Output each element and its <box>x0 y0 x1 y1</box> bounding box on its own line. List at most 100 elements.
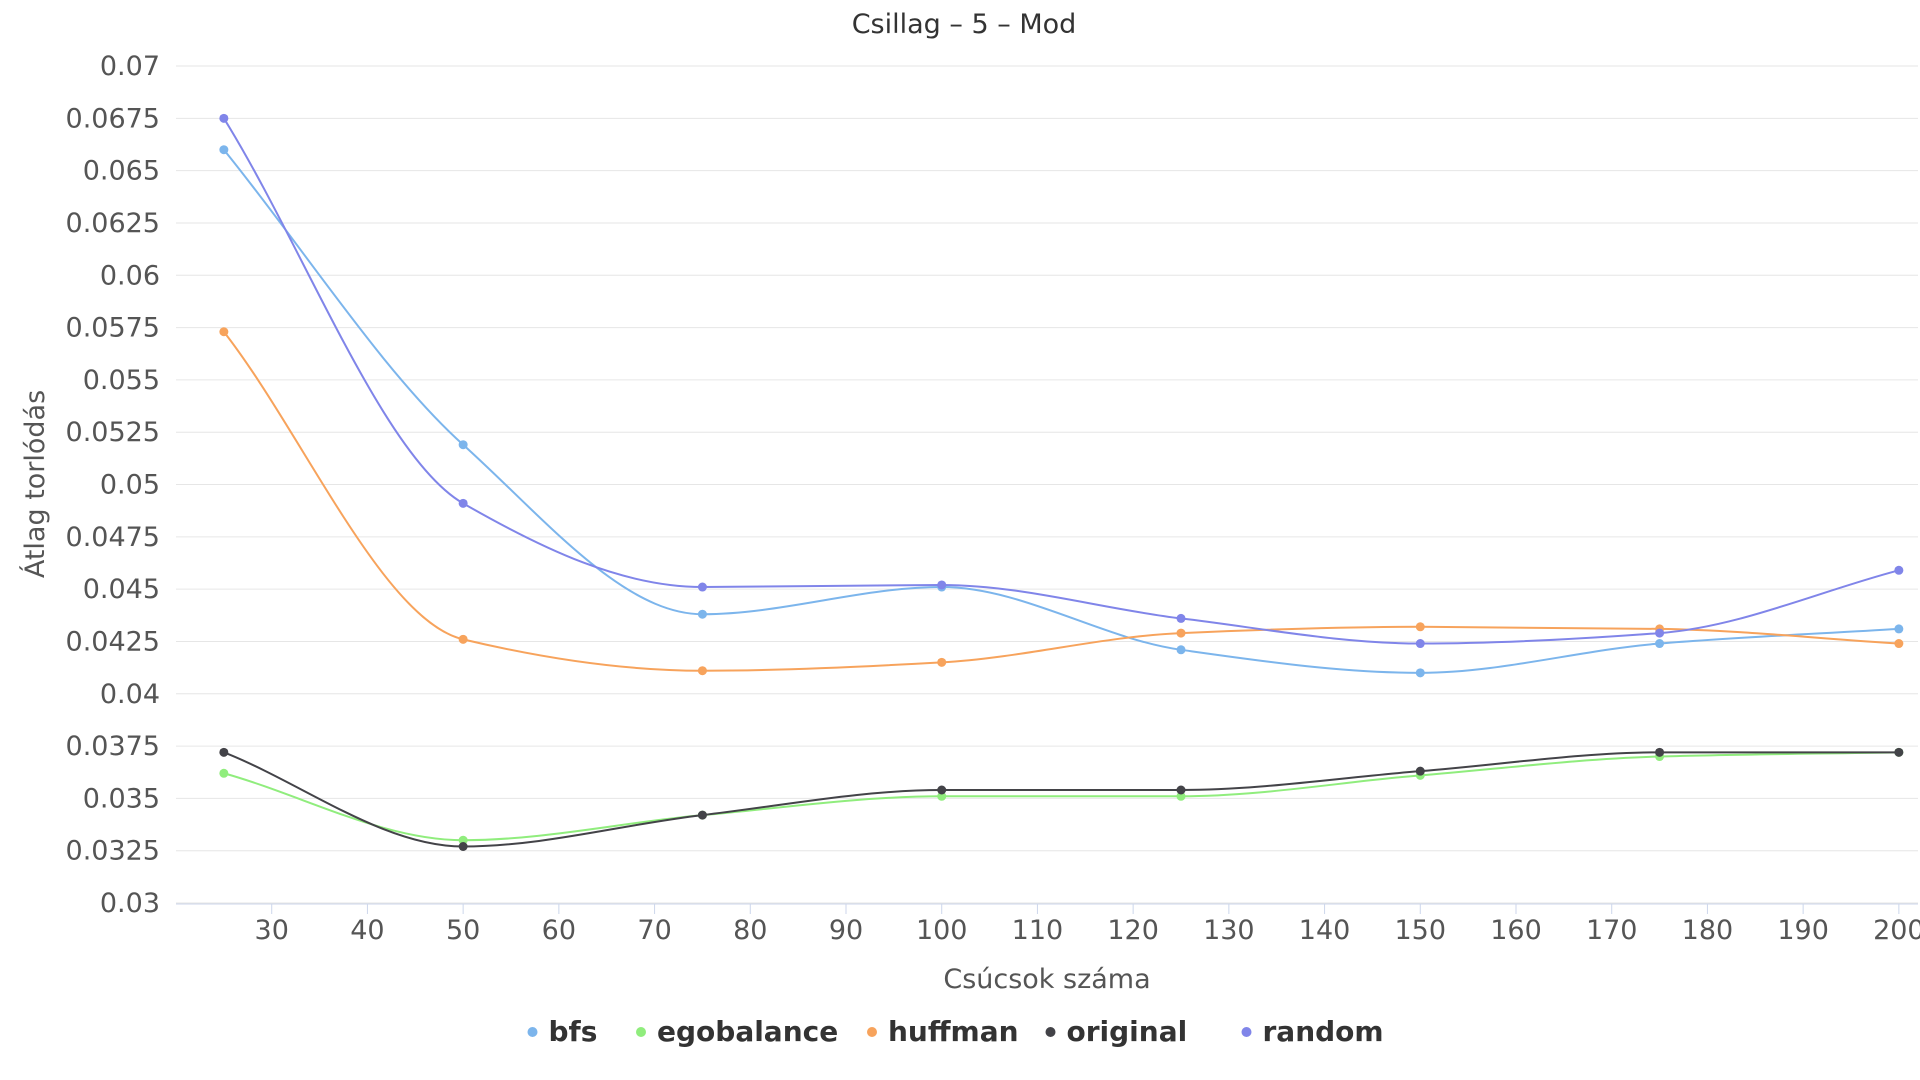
data-point-huffman[interactable] <box>697 666 707 676</box>
y-tick-label: 0.06 <box>100 260 160 291</box>
series-line-random[interactable] <box>222 117 1900 645</box>
x-tick-label: 100 <box>916 915 968 946</box>
data-point-egobalance[interactable] <box>219 768 229 778</box>
data-point-bfs[interactable] <box>1176 645 1186 655</box>
legend-item-random[interactable]: random <box>1241 1015 1384 1048</box>
x-tick-label: 130 <box>1203 915 1255 946</box>
x-tick-label: 160 <box>1490 915 1542 946</box>
series-line-egobalance[interactable] <box>222 751 1900 842</box>
y-tick-label: 0.035 <box>83 783 160 814</box>
x-tick-label: 90 <box>829 915 863 946</box>
series-line-huffman[interactable] <box>222 330 1900 672</box>
legend-label: bfs <box>549 1015 598 1048</box>
data-point-egobalance[interactable] <box>1176 791 1186 801</box>
data-point-huffman[interactable] <box>219 327 229 337</box>
data-point-original[interactable] <box>1415 766 1425 776</box>
x-tick-label: 170 <box>1586 915 1638 946</box>
series-egobalance[interactable] <box>219 747 1904 845</box>
x-tick-label: 110 <box>1012 915 1064 946</box>
x-tick-label: 50 <box>446 915 480 946</box>
series-original[interactable] <box>219 747 1904 852</box>
x-tick-label: 120 <box>1107 915 1159 946</box>
x-axis: 30 40 50 60 70 80 90 100 110 120 130 140 150 160 170 18… <box>176 903 1920 946</box>
series-line-bfs[interactable] <box>222 148 1900 674</box>
x-tick-label: 150 <box>1395 915 1447 946</box>
y-tick-label: 0.03 <box>100 888 160 919</box>
legend-label: huffman <box>888 1015 1019 1048</box>
y-tick-label: 0.0475 <box>66 522 160 553</box>
data-point-huffman[interactable] <box>937 657 947 667</box>
y-tick-label: 0.0375 <box>66 731 160 762</box>
x-tick-label: 60 <box>542 915 576 946</box>
series-line-original[interactable] <box>222 751 1900 848</box>
data-point-random[interactable] <box>1176 613 1186 623</box>
data-point-bfs[interactable] <box>1894 624 1904 634</box>
x-tick-label: 190 <box>1777 915 1829 946</box>
legend-marker <box>527 1027 538 1037</box>
y-tick-label: 0.0575 <box>66 313 160 344</box>
legend-item-huffman[interactable]: huffman <box>867 1015 1019 1048</box>
legend-item-bfs[interactable]: bfs <box>527 1015 598 1048</box>
data-point-bfs[interactable] <box>219 145 229 155</box>
y-axis-title: Átlag torlódás <box>19 390 51 578</box>
data-point-random[interactable] <box>937 580 947 590</box>
x-tick-label: 40 <box>350 915 384 946</box>
data-point-original[interactable] <box>1655 747 1665 757</box>
data-point-bfs[interactable] <box>697 609 707 619</box>
y-tick-label: 0.0325 <box>66 836 160 867</box>
data-point-bfs[interactable] <box>458 440 468 450</box>
data-point-huffman[interactable] <box>1894 639 1904 649</box>
data-point-egobalance[interactable] <box>937 791 947 801</box>
x-tick-label: 180 <box>1682 915 1734 946</box>
data-point-random[interactable] <box>1655 628 1665 638</box>
x-axis-title: Csúcsok száma <box>943 964 1150 995</box>
x-tick-label: 30 <box>255 915 289 946</box>
series-group <box>219 113 1904 852</box>
data-point-original[interactable] <box>458 842 468 852</box>
y-tick-label: 0.0625 <box>66 208 160 239</box>
y-tick-label: 0.05 <box>100 470 160 501</box>
legend-marker <box>636 1027 646 1037</box>
legend-label: original <box>1067 1015 1188 1048</box>
data-point-huffman[interactable] <box>1176 628 1186 638</box>
legend-label: egobalance <box>657 1015 838 1048</box>
data-point-original[interactable] <box>1176 785 1186 795</box>
legend-label: random <box>1263 1015 1384 1048</box>
legend-marker <box>1045 1027 1056 1037</box>
data-point-original[interactable] <box>937 785 947 795</box>
data-point-bfs[interactable] <box>1415 668 1425 678</box>
y-tick-label: 0.04 <box>100 679 160 710</box>
series-random[interactable] <box>219 113 1904 649</box>
legend-item-original[interactable]: original <box>1045 1015 1188 1048</box>
x-tick-label: 80 <box>733 915 767 946</box>
y-tick-label: 0.055 <box>83 365 160 396</box>
data-point-random[interactable] <box>697 582 707 592</box>
data-point-original[interactable] <box>1894 747 1904 757</box>
data-point-huffman[interactable] <box>458 634 468 644</box>
legend: bfs egobalance huffman original random <box>527 1015 1384 1048</box>
data-point-random[interactable] <box>1415 639 1425 649</box>
series-bfs[interactable] <box>219 145 1904 678</box>
y-tick-label: 0.045 <box>83 574 160 605</box>
y-tick-label: 0.0675 <box>66 103 160 134</box>
grid-lines <box>176 65 1918 904</box>
data-point-random[interactable] <box>1894 565 1904 575</box>
chart-title: Csillag – 5 – Mod <box>852 9 1077 40</box>
x-tick-label: 140 <box>1299 915 1351 946</box>
y-tick-label: 0.0525 <box>66 417 160 448</box>
legend-item-egobalance[interactable]: egobalance <box>636 1015 838 1048</box>
x-tick-label: 200 <box>1873 915 1920 946</box>
data-point-original[interactable] <box>697 810 707 820</box>
data-point-huffman[interactable] <box>1415 622 1425 632</box>
y-tick-label: 0.065 <box>83 156 160 187</box>
data-point-random[interactable] <box>219 113 229 123</box>
data-point-random[interactable] <box>458 498 468 508</box>
legend-marker <box>1241 1027 1252 1037</box>
data-point-bfs[interactable] <box>1655 639 1665 649</box>
legend-marker <box>867 1027 877 1037</box>
data-point-egobalance[interactable] <box>458 835 468 845</box>
y-axis-ticks: 0.03 0.0325 0.035 0.0375 0.04 0.0425 0.045 0.04… <box>66 51 160 919</box>
y-tick-label: 0.07 <box>100 51 160 82</box>
data-point-original[interactable] <box>219 747 229 757</box>
